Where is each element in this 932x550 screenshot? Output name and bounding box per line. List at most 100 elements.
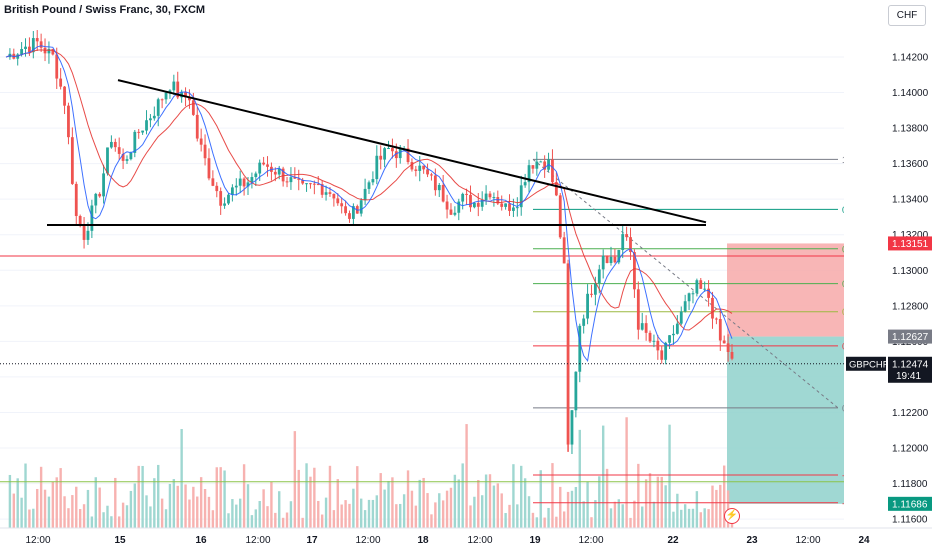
volume-bar bbox=[266, 506, 269, 528]
candle-body bbox=[28, 46, 31, 53]
volume-bar bbox=[711, 485, 714, 528]
candle-body bbox=[125, 159, 129, 161]
candle-body bbox=[703, 288, 707, 290]
time-tick-label: 23 bbox=[746, 535, 758, 546]
candle-body bbox=[324, 192, 328, 195]
candle-body bbox=[621, 234, 625, 251]
volume-bar bbox=[441, 500, 445, 528]
volume-bar bbox=[344, 500, 347, 528]
candle-body bbox=[484, 193, 488, 201]
candle-body bbox=[461, 193, 465, 202]
candle-body bbox=[551, 159, 554, 183]
volume-bar bbox=[114, 477, 117, 528]
volume-bar bbox=[601, 425, 605, 528]
candle-body bbox=[410, 162, 414, 170]
volume-bar bbox=[582, 501, 585, 528]
volume-bar bbox=[406, 470, 410, 528]
volume-bar bbox=[301, 517, 304, 528]
volume-bar bbox=[137, 465, 140, 528]
currency-button[interactable]: CHF bbox=[888, 5, 926, 26]
time-tick-label: 24 bbox=[858, 535, 870, 546]
volume-bar bbox=[55, 477, 58, 528]
candle-body bbox=[262, 162, 266, 165]
candle-body bbox=[258, 162, 262, 174]
volume-bar bbox=[8, 474, 12, 528]
candle-body bbox=[94, 193, 98, 206]
candle-body bbox=[570, 410, 574, 445]
candle-body bbox=[629, 237, 632, 253]
candle-body bbox=[149, 118, 152, 121]
volume-bar bbox=[309, 476, 312, 528]
volume-bar bbox=[145, 495, 148, 528]
candle-body bbox=[414, 169, 418, 171]
candle-body bbox=[332, 193, 336, 199]
candle-body bbox=[523, 182, 527, 186]
volume-bar bbox=[359, 498, 363, 528]
candle-body bbox=[418, 165, 422, 171]
candle-body bbox=[375, 155, 379, 180]
candle-body bbox=[586, 293, 589, 319]
candle-body bbox=[133, 131, 137, 153]
candle-body bbox=[714, 318, 718, 320]
volume-bar bbox=[633, 500, 636, 528]
volume-bar bbox=[473, 496, 476, 528]
volume-bar bbox=[192, 486, 195, 528]
volume-bar bbox=[125, 505, 129, 528]
candle-body bbox=[508, 203, 511, 211]
alert-icon[interactable]: ⚡ bbox=[724, 508, 740, 524]
candle-body bbox=[31, 38, 35, 53]
volume-bar bbox=[43, 489, 47, 528]
candle-body bbox=[406, 148, 410, 163]
volume-bar bbox=[402, 494, 406, 528]
candle-body bbox=[574, 371, 578, 411]
candle-body bbox=[336, 198, 340, 204]
volume-bar bbox=[250, 515, 254, 528]
volume-bar bbox=[219, 467, 222, 528]
candle-body bbox=[340, 203, 344, 207]
volume-bar bbox=[270, 481, 273, 528]
candle-body bbox=[168, 90, 172, 93]
volume-bar bbox=[20, 497, 23, 528]
volume-bar bbox=[317, 500, 320, 528]
candle-body bbox=[145, 120, 148, 131]
candle-body bbox=[554, 182, 558, 196]
volume-bar bbox=[47, 496, 51, 528]
time-tick-label: 15 bbox=[114, 535, 126, 546]
volume-bar bbox=[16, 478, 19, 528]
candle-body bbox=[500, 203, 504, 207]
candle-body bbox=[207, 158, 211, 179]
volume-bar bbox=[367, 499, 371, 528]
volume-bar bbox=[434, 502, 437, 528]
candle-body bbox=[593, 283, 597, 295]
volume-bar bbox=[391, 477, 394, 528]
volume-bar bbox=[235, 504, 238, 528]
candle-body bbox=[301, 179, 305, 184]
price-tag-label: 1.13151 bbox=[892, 239, 929, 250]
volume-bar bbox=[28, 509, 31, 528]
candle-body bbox=[74, 183, 78, 216]
volume-bar bbox=[691, 508, 695, 528]
candle-body bbox=[351, 206, 355, 219]
candle-body bbox=[441, 185, 445, 202]
time-tick-label: 12:00 bbox=[355, 535, 380, 546]
price-tick-label: 1.12200 bbox=[892, 408, 929, 419]
volume-bar bbox=[180, 429, 183, 528]
candle-body bbox=[679, 311, 683, 324]
volume-bar bbox=[410, 490, 414, 528]
volume-bar bbox=[414, 505, 418, 528]
volume-bar bbox=[395, 504, 398, 528]
candle-body bbox=[203, 144, 207, 159]
volume-bar bbox=[617, 499, 621, 528]
volume-bar bbox=[86, 489, 90, 528]
candle-body bbox=[51, 48, 55, 55]
volume-bar bbox=[285, 512, 289, 528]
candle-body bbox=[718, 319, 722, 341]
candle-body bbox=[129, 152, 133, 160]
candle-body bbox=[519, 185, 523, 208]
volume-bar bbox=[196, 496, 199, 528]
volume-bar bbox=[672, 511, 675, 528]
candle-body bbox=[672, 333, 675, 336]
volume-bar bbox=[184, 484, 187, 528]
volume-bar bbox=[297, 469, 300, 528]
